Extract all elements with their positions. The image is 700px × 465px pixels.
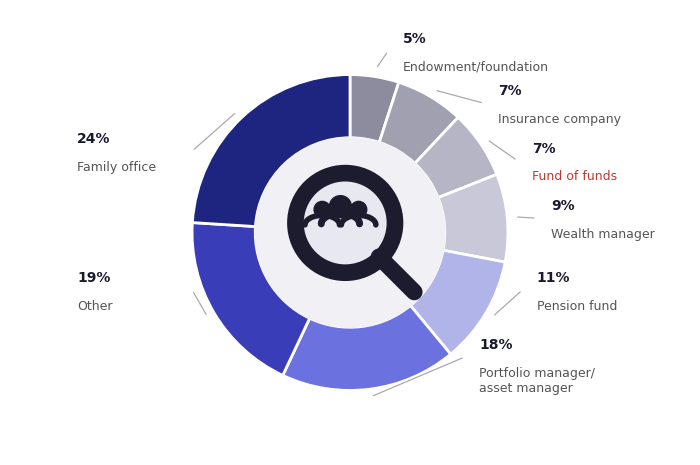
Wedge shape <box>410 250 505 354</box>
Wedge shape <box>192 223 309 375</box>
Wedge shape <box>415 117 497 198</box>
Text: Insurance company: Insurance company <box>498 113 622 126</box>
Text: Pension fund: Pension fund <box>537 299 617 312</box>
Text: 7%: 7% <box>498 85 522 99</box>
Circle shape <box>330 196 351 218</box>
Circle shape <box>314 201 330 218</box>
Text: 24%: 24% <box>77 133 111 146</box>
Text: 11%: 11% <box>537 271 570 285</box>
Text: 19%: 19% <box>77 271 111 285</box>
Wedge shape <box>379 82 458 163</box>
Text: 18%: 18% <box>480 338 512 352</box>
Text: Fund of funds: Fund of funds <box>532 170 617 183</box>
Text: 5%: 5% <box>402 32 426 46</box>
Wedge shape <box>438 174 508 262</box>
Text: 7%: 7% <box>532 142 556 156</box>
Wedge shape <box>283 306 451 391</box>
Text: Other: Other <box>77 299 113 312</box>
Text: Family office: Family office <box>77 161 156 174</box>
Circle shape <box>256 138 444 327</box>
Circle shape <box>300 178 390 268</box>
Text: Portfolio manager/
asset manager: Portfolio manager/ asset manager <box>480 366 595 394</box>
Wedge shape <box>193 74 350 226</box>
Circle shape <box>351 201 367 218</box>
Text: Wealth manager: Wealth manager <box>551 228 654 241</box>
Wedge shape <box>350 74 399 142</box>
Text: 9%: 9% <box>551 199 575 213</box>
Text: Endowment/foundation: Endowment/foundation <box>402 60 549 73</box>
